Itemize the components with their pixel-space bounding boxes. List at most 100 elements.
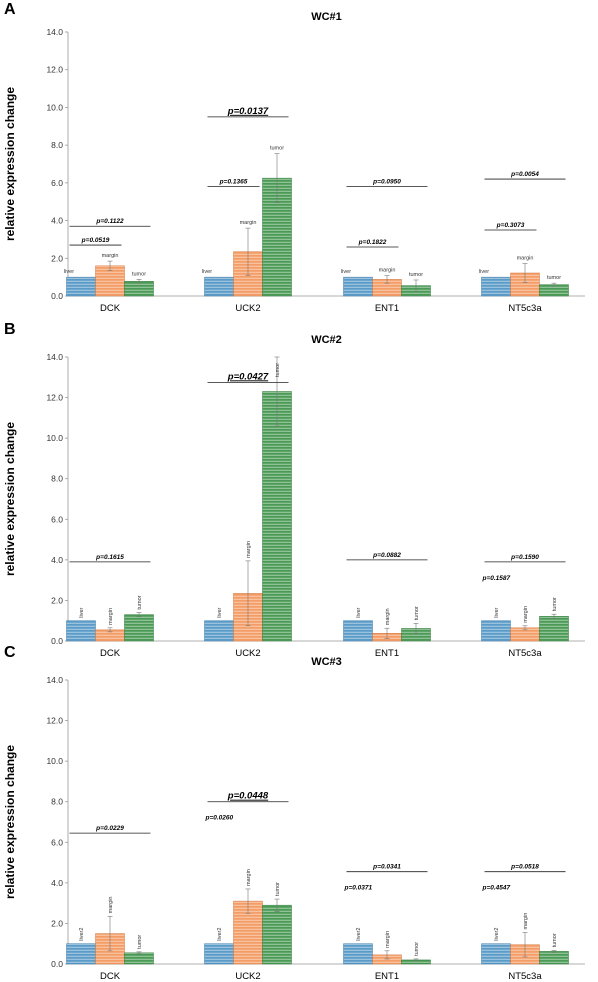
- panel-letter: B: [4, 321, 16, 338]
- bar-liver: [343, 276, 373, 297]
- bar-label: tumor: [275, 363, 281, 377]
- p-value-label: p=0.1822: [358, 239, 387, 246]
- bar-label: liver2: [79, 928, 85, 941]
- bar-label: liver: [202, 269, 212, 275]
- bar-label: tumor: [137, 595, 143, 609]
- p-value-label: p=0.0371: [344, 885, 373, 892]
- p-value-label: p=0.4547: [482, 885, 511, 892]
- bar-liver: [66, 276, 96, 297]
- x-tick-label: DCK: [100, 648, 121, 659]
- bar-label: margin: [246, 869, 252, 886]
- p-value-label: p=0.0137: [227, 106, 269, 117]
- bar-liver: [343, 943, 373, 965]
- y-axis-label: relative expression change: [3, 422, 17, 576]
- y-tick-label: 2.0: [51, 595, 63, 605]
- bar-liver: [204, 276, 234, 297]
- bar-label: margin: [385, 608, 391, 625]
- bar-tumor: [539, 951, 569, 965]
- bar-label: margin: [523, 606, 529, 623]
- bar-label: tumor: [414, 942, 420, 956]
- bar-tumor: [124, 614, 154, 642]
- y-tick-label: 0.0: [51, 291, 63, 301]
- p-value-label: p=0.0260: [205, 815, 234, 822]
- y-tick-label: 4.0: [51, 555, 63, 565]
- y-tick-label: 8.0: [51, 797, 63, 807]
- x-tick-label: NT5c3a: [508, 303, 542, 314]
- bar-label: liver: [64, 269, 74, 275]
- bar-label: margin: [102, 253, 119, 259]
- bar-label: margin: [523, 913, 529, 930]
- x-tick-label: UCK2: [235, 971, 260, 982]
- x-tick-label: ENT1: [375, 971, 399, 982]
- bar-label: margin: [385, 931, 391, 948]
- bar-label: tumor: [132, 271, 146, 277]
- bar-label: tumor: [275, 882, 281, 896]
- y-tick-label: 10.0: [46, 102, 63, 112]
- p-value-label: p=0.0882: [372, 552, 401, 559]
- bar-label: liver2: [217, 928, 223, 941]
- bar-label: tumor: [414, 606, 420, 620]
- y-tick-label: 4.0: [51, 216, 63, 226]
- p-value-label: p=0.0341: [372, 864, 401, 871]
- p-value-label: p=0.1615: [95, 554, 124, 561]
- p-value-label: p=0.1122: [95, 218, 124, 225]
- p-value-label: p=0.3073: [496, 222, 525, 229]
- bar-liver: [481, 943, 511, 965]
- y-tick-label: 10.0: [46, 756, 63, 766]
- chart-title: WC#1: [311, 11, 342, 23]
- bar-liver: [66, 943, 96, 965]
- bar-liver: [204, 943, 234, 965]
- y-tick-label: 12.0: [46, 65, 63, 75]
- bar-label: margin: [108, 608, 114, 625]
- bar-liver: [481, 276, 511, 297]
- y-axis-label: relative expression change: [3, 87, 17, 241]
- bar-label: margin: [379, 268, 396, 274]
- y-tick-label: 0.0: [51, 959, 63, 969]
- panel-letter: C: [4, 644, 16, 661]
- bar-label: liver: [479, 269, 489, 275]
- bar-liver: [204, 620, 234, 642]
- chart-panel-b: B WC#2 relative expression change 0.0 2.0 4.0…: [3, 321, 585, 659]
- bar-label: margin: [246, 541, 252, 558]
- x-tick-label: ENT1: [375, 648, 399, 659]
- x-tick-label: UCK2: [235, 303, 260, 314]
- bar-tumor: [124, 952, 154, 965]
- x-tick-label: UCK2: [235, 648, 260, 659]
- bar-label: tumor: [547, 275, 561, 281]
- y-tick-label: 6.0: [51, 514, 63, 524]
- y-tick-label: 14.0: [46, 352, 63, 362]
- bar-liver: [481, 620, 511, 642]
- y-tick-label: 12.0: [46, 716, 63, 726]
- p-value-label: p=0.0518: [510, 864, 539, 871]
- x-tick-label: NT5c3a: [508, 648, 542, 659]
- y-tick-label: 14.0: [46, 675, 63, 685]
- y-tick-label: 4.0: [51, 878, 63, 888]
- p-value-label: p=0.0448: [227, 791, 269, 802]
- bar-label: margin: [108, 897, 114, 914]
- bar-label: liver: [217, 607, 223, 617]
- bar-label: tumor: [270, 146, 284, 152]
- y-tick-label: 8.0: [51, 474, 63, 484]
- bar-label: tumor: [552, 933, 558, 947]
- chart-title: WC#3: [311, 656, 342, 668]
- bar-label: margin: [240, 220, 257, 226]
- bar-label: tumor: [409, 272, 423, 278]
- bar-tumor: [124, 281, 154, 297]
- panel-letter: A: [4, 1, 16, 18]
- y-tick-label: 0.0: [51, 636, 63, 646]
- bar-label: liver: [356, 607, 362, 617]
- y-tick-label: 10.0: [46, 433, 63, 443]
- p-value-label: p=0.0427: [227, 371, 269, 382]
- chart-panel-a: A WC#1 relative expression change 0.0 2.0 4.0…: [3, 1, 585, 314]
- chart-panel-c: C WC#3 relative expression change 0.0 2.0 4.0…: [3, 644, 585, 982]
- bar-label: tumor: [552, 597, 558, 611]
- bar-tumor: [262, 391, 292, 642]
- chart-title: WC#2: [311, 334, 342, 346]
- x-tick-label: DCK: [100, 303, 121, 314]
- y-tick-label: 6.0: [51, 837, 63, 847]
- x-tick-label: NT5c3a: [508, 971, 542, 982]
- p-value-label: p=0.1587: [482, 575, 511, 582]
- p-value-label: p=0.0519: [81, 237, 110, 244]
- y-tick-label: 14.0: [46, 27, 63, 37]
